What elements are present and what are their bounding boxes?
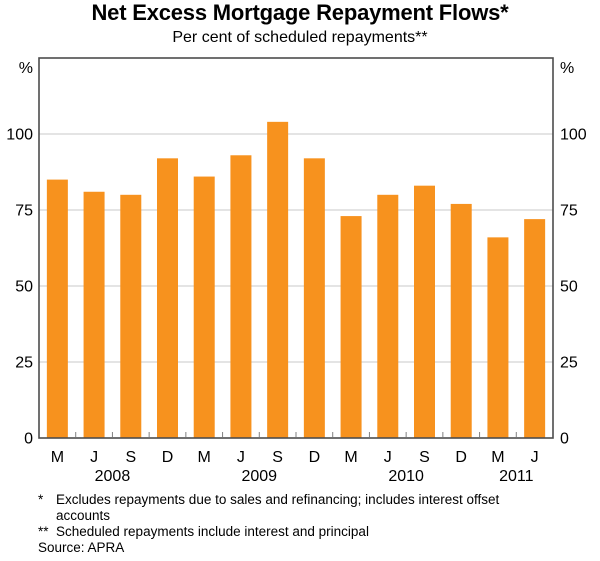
year-label-2008: 2008 <box>95 468 131 485</box>
x-axis-label-10: S <box>419 449 430 466</box>
x-axis-label-12: M <box>491 449 504 466</box>
x-axis-label-5: J <box>237 449 245 466</box>
bar-J-1 <box>83 191 105 438</box>
footnote-2-marker: ** <box>38 524 49 539</box>
x-axis-label-9: J <box>384 449 392 466</box>
y-axis-label-left: 100 <box>6 127 33 144</box>
bar-S-2 <box>120 194 142 438</box>
x-axis-label-4: M <box>198 449 211 466</box>
x-axis-label-11: D <box>455 449 467 466</box>
x-axis-label-3: D <box>162 449 174 466</box>
bar-M-4 <box>193 176 215 438</box>
bar-M-0 <box>46 179 68 438</box>
bar-J-5 <box>230 155 252 438</box>
bar-M-12 <box>487 237 509 438</box>
year-label-2009: 2009 <box>241 468 277 485</box>
chart-title: Net Excess Mortgage Repayment Flows* <box>91 0 509 25</box>
y-axis-label-right: 0 <box>560 431 569 448</box>
x-axis-label-13: J <box>531 449 539 466</box>
y-axis-label-right: 25 <box>560 355 578 372</box>
year-label-2010: 2010 <box>388 468 424 485</box>
bar-S-6 <box>267 121 289 438</box>
bar-J-13 <box>524 219 546 438</box>
y-axis-label-left: 25 <box>15 355 33 372</box>
footnote-1: * Excludes repayments due to sales and r… <box>38 492 506 524</box>
y-axis-label-left: 0 <box>24 431 33 448</box>
chart-subtitle: Per cent of scheduled repayments** <box>172 29 428 46</box>
plot-frame <box>38 57 554 439</box>
bar-J-9 <box>377 194 399 438</box>
footnote-1-text: Excludes repayments due to sales and ref… <box>56 492 500 523</box>
y-axis-label-right: 50 <box>560 279 578 296</box>
x-axis-label-2: S <box>125 449 136 466</box>
source-label: Source: APRA <box>38 540 125 555</box>
bar-S-10 <box>414 185 435 438</box>
year-label-2011: 2011 <box>499 468 534 485</box>
bar-M-8 <box>340 216 362 438</box>
x-axis-label-8: M <box>344 449 357 466</box>
bar-D-3 <box>157 158 178 438</box>
y-axis-label-right: 75 <box>560 203 578 220</box>
bar-D-11 <box>450 203 472 438</box>
y-axis-unit-right: % <box>560 60 574 77</box>
footnote-2: ** Scheduled repayments include interest… <box>38 524 506 540</box>
y-axis-label-left: 50 <box>15 279 33 296</box>
bar-chart: 0 0 25 25 50 50 75 75 100 100% % M J S D M J S D M J S D M J 2008… <box>6 57 587 485</box>
footnote-2-text: Scheduled repayments include interest an… <box>56 524 369 539</box>
y-axis-label-right: 100 <box>560 127 587 144</box>
footnotes: * Excludes repayments due to sales and r… <box>38 492 506 556</box>
y-axis-label-left: 75 <box>15 203 33 220</box>
bar-D-7 <box>303 158 325 438</box>
footnote-1-marker: * <box>38 492 44 507</box>
x-axis-label-7: D <box>309 449 321 466</box>
x-axis-label-0: M <box>51 449 64 466</box>
x-axis-label-6: S <box>272 449 283 466</box>
y-axis-unit-left: % <box>19 60 33 77</box>
x-axis-label-1: J <box>90 449 98 466</box>
